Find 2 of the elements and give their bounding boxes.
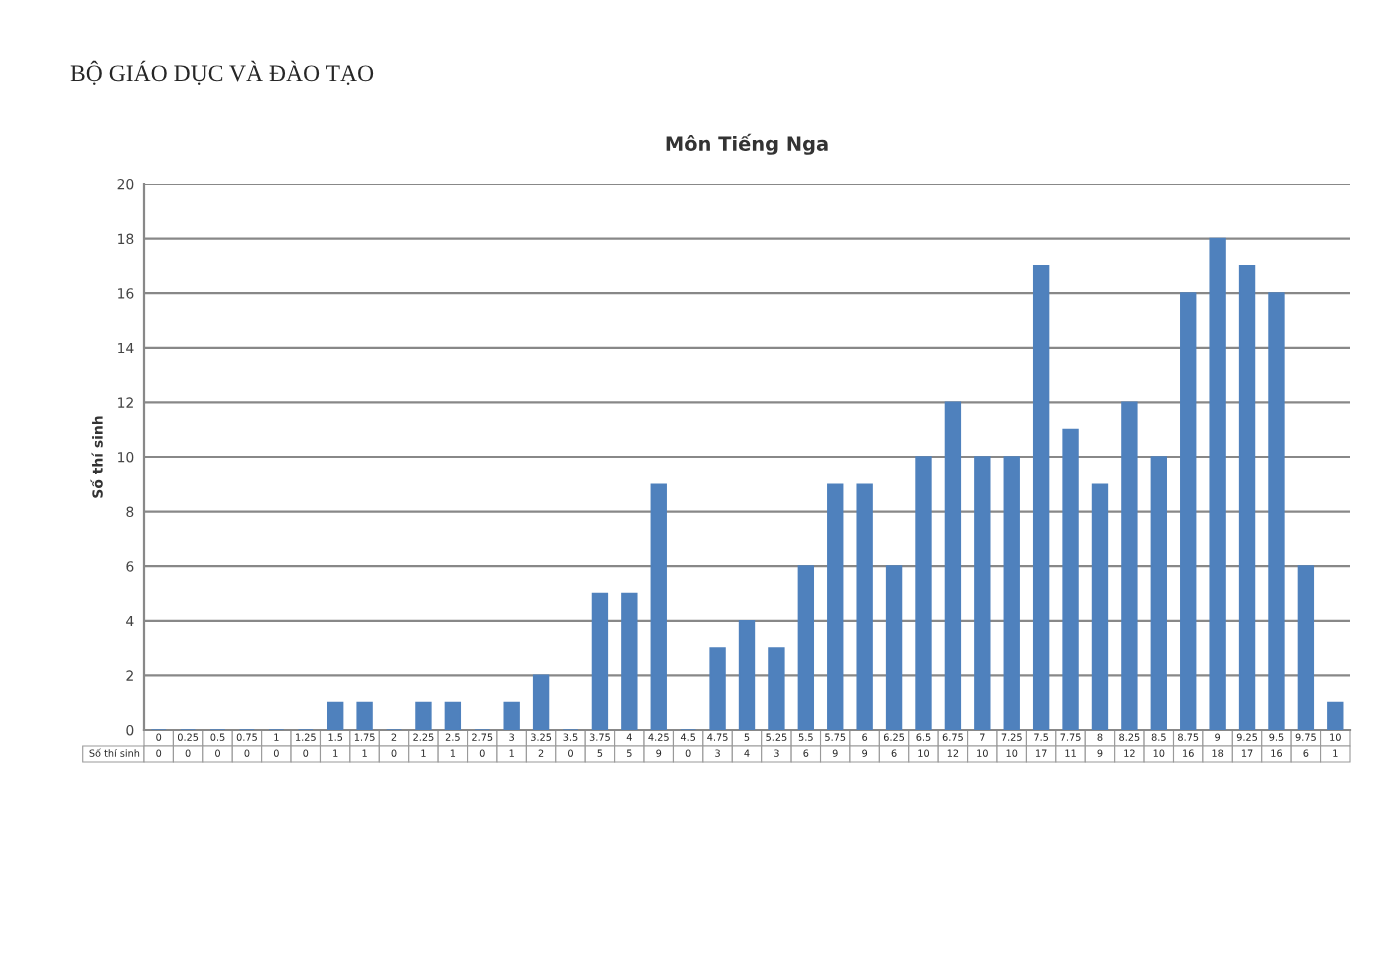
text: BỘ GIÁO DỤC VÀ ĐÀO TẠO [70, 60, 374, 85]
chart-title: Môn Tiếng Nga [666, 133, 828, 155]
